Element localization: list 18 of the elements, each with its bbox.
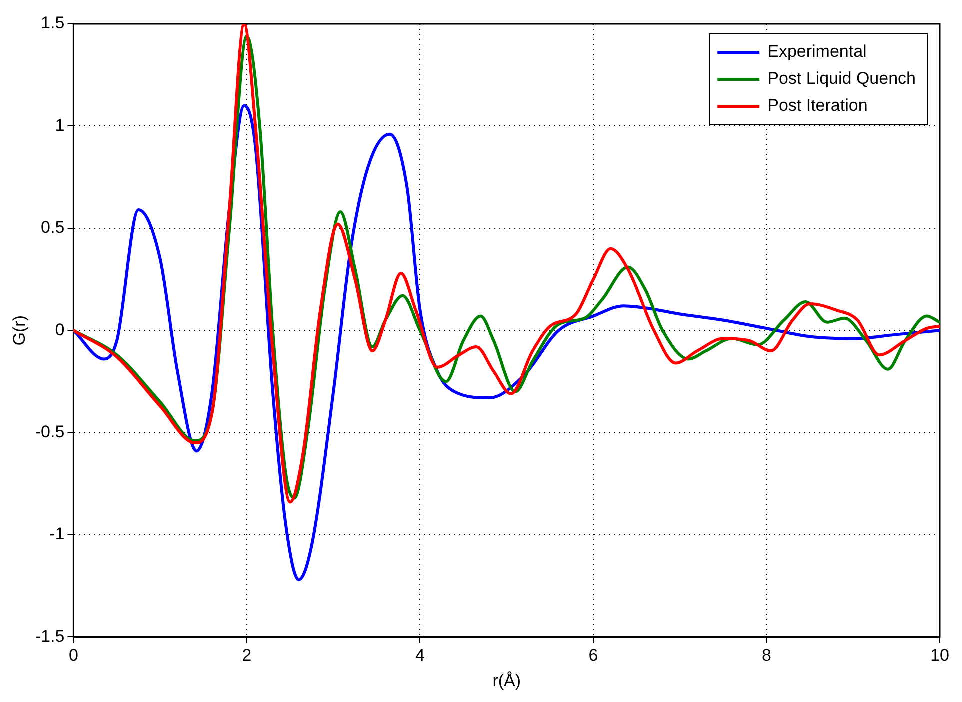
y-tick-label: 1: [55, 116, 65, 135]
y-tick-label: 1.5: [41, 14, 65, 33]
x-tick-label: 10: [930, 646, 950, 666]
y-tick-label: -0.5: [35, 422, 65, 442]
x-tick-label: 6: [588, 646, 598, 666]
y-tick-label: -1: [50, 524, 65, 544]
x-tick-label: 2: [242, 646, 252, 666]
x-axis-title: r(Å): [492, 671, 522, 690]
y-axis-title: G(r): [10, 315, 29, 346]
legend-label: Post Iteration: [768, 96, 868, 116]
x-tick-label: 4: [415, 646, 425, 666]
x-tick-label: 8: [762, 646, 772, 666]
y-tick-label: 0: [55, 320, 65, 340]
legend-label: Post Liquid Quench: [768, 69, 916, 88]
y-tick-label: -1.5: [35, 626, 65, 646]
x-tick-label: 0: [68, 646, 78, 666]
legend-label: Experimental: [768, 42, 867, 62]
y-tick-label: 0.5: [41, 218, 65, 238]
